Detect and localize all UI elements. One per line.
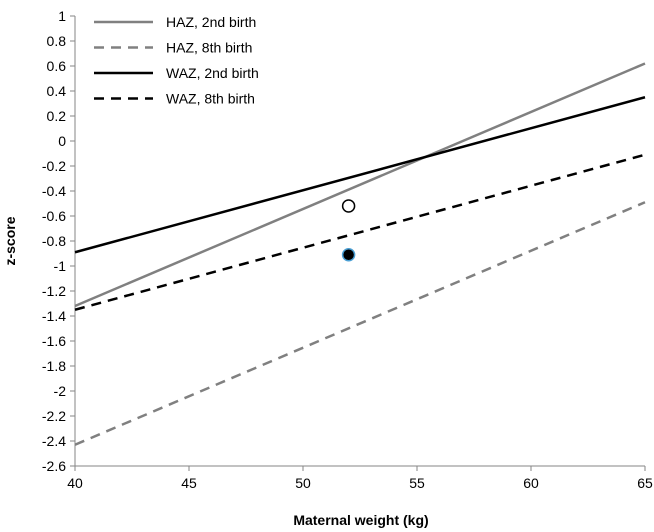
data-point-marker <box>341 199 356 213</box>
y-tick-label: -2.4 <box>42 433 66 449</box>
legend-label-waz-2nd-birth: WAZ, 2nd birth <box>166 65 259 81</box>
y-tick-label: -1.6 <box>42 333 66 349</box>
y-tick-label: -0.2 <box>42 158 66 174</box>
y-tick-label: 0.4 <box>47 83 67 99</box>
series-line-waz-2nd-birth <box>74 96 646 254</box>
series-line-haz-2nd-birth <box>74 62 646 308</box>
y-tick-label: -1.8 <box>42 358 66 374</box>
legend-label-waz-8th-birth: WAZ, 8th birth <box>166 91 255 107</box>
y-tick-label: -2.6 <box>42 458 66 474</box>
y-tick-label: -0.4 <box>42 183 66 199</box>
y-tick-label: -1.2 <box>42 283 66 299</box>
series-layer <box>74 62 646 446</box>
x-tick-label: 55 <box>409 475 425 491</box>
x-tick-label: 65 <box>637 475 653 491</box>
y-tick-label: -0.8 <box>42 233 66 249</box>
y-tick-label: -0.6 <box>42 208 66 224</box>
y-tick-label: 0.8 <box>47 33 67 49</box>
x-axis-title: Maternal weight (kg) <box>293 512 428 528</box>
axes: 1 0.8 0.6 0.4 0.2 0 -0.2 -0.4 -0.6 -0.8 -1 -1.2 -1.4… <box>42 8 653 491</box>
points-layer <box>341 199 356 262</box>
y-tick-label: 1 <box>58 8 66 24</box>
y-tick-label: 0.6 <box>47 58 67 74</box>
x-tick-label: 50 <box>295 475 311 491</box>
legend: HAZ, 2nd birth HAZ, 8th birth WAZ, 2nd bir… <box>94 14 259 107</box>
y-tick-label: -1.4 <box>42 308 66 324</box>
series-line-haz-8th-birth <box>74 201 646 446</box>
y-tick-label: -2.2 <box>42 408 66 424</box>
y-tick-label: -2 <box>54 383 67 399</box>
x-tick-label: 40 <box>67 475 83 491</box>
y-axis-title: z-score <box>2 216 18 265</box>
y-tick-label: 0 <box>58 133 66 149</box>
legend-label-haz-2nd-birth: HAZ, 2nd birth <box>166 14 256 30</box>
legend-label-haz-8th-birth: HAZ, 8th birth <box>166 40 252 56</box>
y-tick-label: 0.2 <box>47 108 67 124</box>
series-line-waz-8th-birth <box>74 153 646 311</box>
x-tick-label: 60 <box>523 475 539 491</box>
x-tick-label: 45 <box>181 475 197 491</box>
y-tick-label: -1 <box>54 258 67 274</box>
data-point-marker <box>341 248 356 262</box>
